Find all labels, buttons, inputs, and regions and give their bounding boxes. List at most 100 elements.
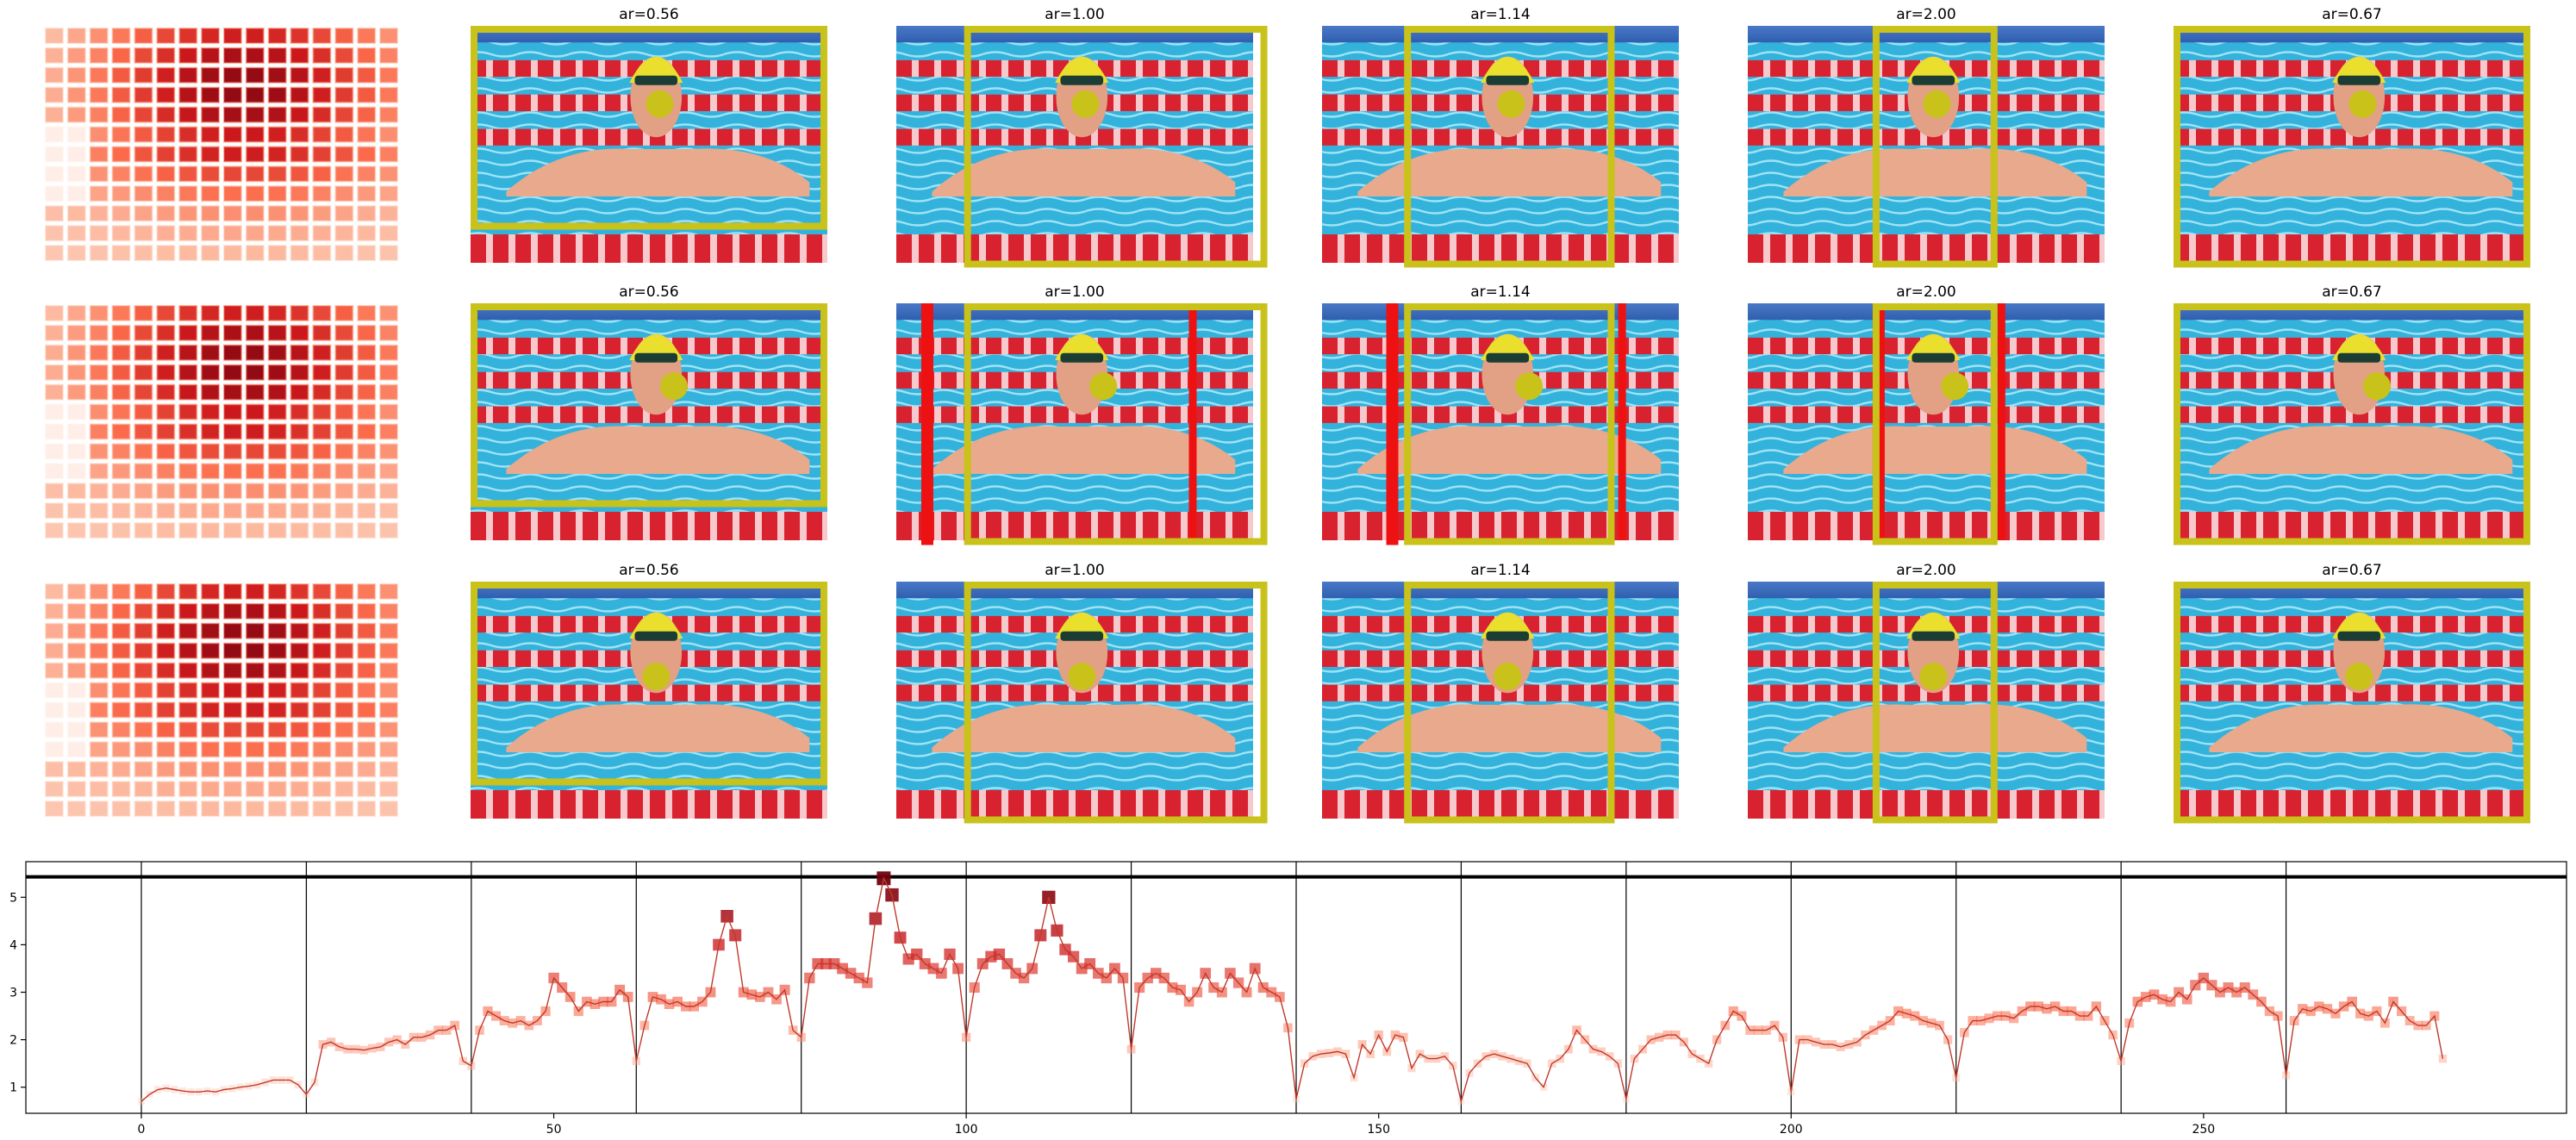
- heatmap-cell: [290, 741, 309, 758]
- heatmap-cell: [379, 602, 399, 620]
- panel-r1-c4: ar=2.00: [1748, 6, 2105, 268]
- heatmap-cell: [223, 642, 242, 659]
- heatmap-cell: [290, 245, 309, 262]
- swimmer-shoulders: [1357, 704, 1662, 752]
- heatmap-cell: [134, 86, 153, 103]
- heatmap-cell: [156, 642, 176, 659]
- heatmap-cell: [223, 622, 242, 639]
- panel-title: ar=2.00: [1896, 6, 1956, 23]
- heatmap-cell: [357, 344, 377, 361]
- heatmap-cell: [66, 47, 86, 64]
- heatmap-cell: [312, 662, 332, 679]
- heatmap-cell: [245, 781, 265, 798]
- heatmap-cell: [334, 245, 354, 262]
- heatmap-cell: [178, 602, 198, 620]
- heatmap-cell: [245, 502, 265, 520]
- heatmap-cell: [201, 583, 221, 600]
- heatmap-cell: [111, 781, 131, 798]
- heatmap-cell: [178, 522, 198, 539]
- heatmap-cell: [89, 225, 109, 242]
- heatmap-cell: [223, 47, 242, 64]
- heatmap-cell: [45, 662, 64, 679]
- heatmap-cell: [45, 47, 64, 64]
- heatmap-cell: [245, 165, 265, 183]
- heatmap-cell: [223, 364, 242, 381]
- image-grid: ar=0.56 ar=1.00 ar=1.14 ar=2.00 ar=0.67 ar=0.…: [471, 6, 2530, 824]
- heatmap-cell: [245, 364, 265, 381]
- heatmap-cell: [111, 502, 131, 520]
- heatmap-cell: [134, 741, 153, 758]
- swimmer-shoulders: [2209, 148, 2513, 196]
- heatmap-cell: [134, 47, 153, 64]
- heatmap-cell: [111, 324, 131, 341]
- crop-box: [964, 303, 1268, 545]
- focus-dot: [1497, 90, 1525, 118]
- heatmap-cell: [89, 205, 109, 222]
- heatmap-cell: [178, 205, 198, 222]
- heatmap-cell: [134, 463, 153, 480]
- heatmap-cell: [66, 522, 86, 539]
- panel-r1-c5: ar=0.67: [2174, 6, 2530, 268]
- heatmap-cell: [290, 165, 309, 183]
- heatmap-cell: [66, 106, 86, 123]
- heatmap-cell: [89, 403, 109, 420]
- panel-title: ar=0.67: [2322, 562, 2382, 579]
- lane-rope: [471, 512, 827, 540]
- heatmap-cell: [312, 146, 332, 163]
- heatmap-cell: [89, 662, 109, 679]
- heatmap-cell: [334, 28, 354, 44]
- heatmap-cell: [357, 662, 377, 679]
- heatmap-cell: [290, 86, 309, 103]
- heatmap-cell: [379, 364, 399, 381]
- heatmap-row-3: [45, 583, 399, 817]
- heatmap-cell: [201, 483, 221, 500]
- heatmap-cell: [379, 483, 399, 500]
- heatmap-cell: [45, 146, 64, 163]
- heatmap-cell: [178, 185, 198, 202]
- heatmap-cell: [66, 443, 86, 460]
- crop-box: [471, 303, 827, 508]
- heatmap-cell: [334, 86, 354, 103]
- heatmap-cell: [267, 642, 287, 659]
- heatmap-cell: [66, 622, 86, 639]
- heatmap-cell: [156, 324, 176, 341]
- lane-rope: [2174, 406, 2530, 423]
- heatmap-cell: [66, 701, 86, 719]
- panel-title: ar=1.14: [1470, 283, 1531, 301]
- heatmap-cell: [357, 383, 377, 401]
- heatmap-cell: [111, 28, 131, 44]
- heatmap-cell: [379, 165, 399, 183]
- heatmap-cell: [201, 642, 221, 659]
- heatmap-cell: [223, 225, 242, 242]
- goggles: [1486, 631, 1530, 641]
- heatmap-cell: [267, 86, 287, 103]
- heatmap-cell: [89, 66, 109, 84]
- heatmap-cell: [66, 423, 86, 440]
- heatmap-cell: [357, 741, 377, 758]
- red-bar-right: [1997, 303, 2005, 540]
- x-tick-label: 50: [546, 1123, 562, 1137]
- heatmap-cell: [290, 583, 309, 600]
- heatmap-cell: [267, 305, 287, 321]
- heatmap-cell: [111, 344, 131, 361]
- water-front: [1748, 196, 2105, 234]
- heatmap-cell: [357, 761, 377, 778]
- lane-rope: [1322, 790, 1679, 819]
- heatmap-cell: [134, 502, 153, 520]
- heatmap-cell: [379, 781, 399, 798]
- heatmap-cell: [267, 800, 287, 817]
- focus-dot: [1515, 372, 1544, 401]
- goggles: [634, 75, 678, 85]
- heatmap-cell: [245, 324, 265, 341]
- swimmer-shoulders: [506, 426, 810, 474]
- heatmap-cell: [379, 106, 399, 123]
- heatmap-cell: [156, 682, 176, 699]
- crop-box: [1872, 303, 1998, 545]
- heatmap-cell: [45, 185, 64, 202]
- heatmap-cell: [223, 522, 242, 539]
- heatmap-cell: [178, 47, 198, 64]
- lane-rope: [471, 406, 827, 423]
- goggles: [1060, 631, 1104, 641]
- heatmap-cell: [201, 86, 221, 103]
- heatmap-cell: [201, 721, 221, 738]
